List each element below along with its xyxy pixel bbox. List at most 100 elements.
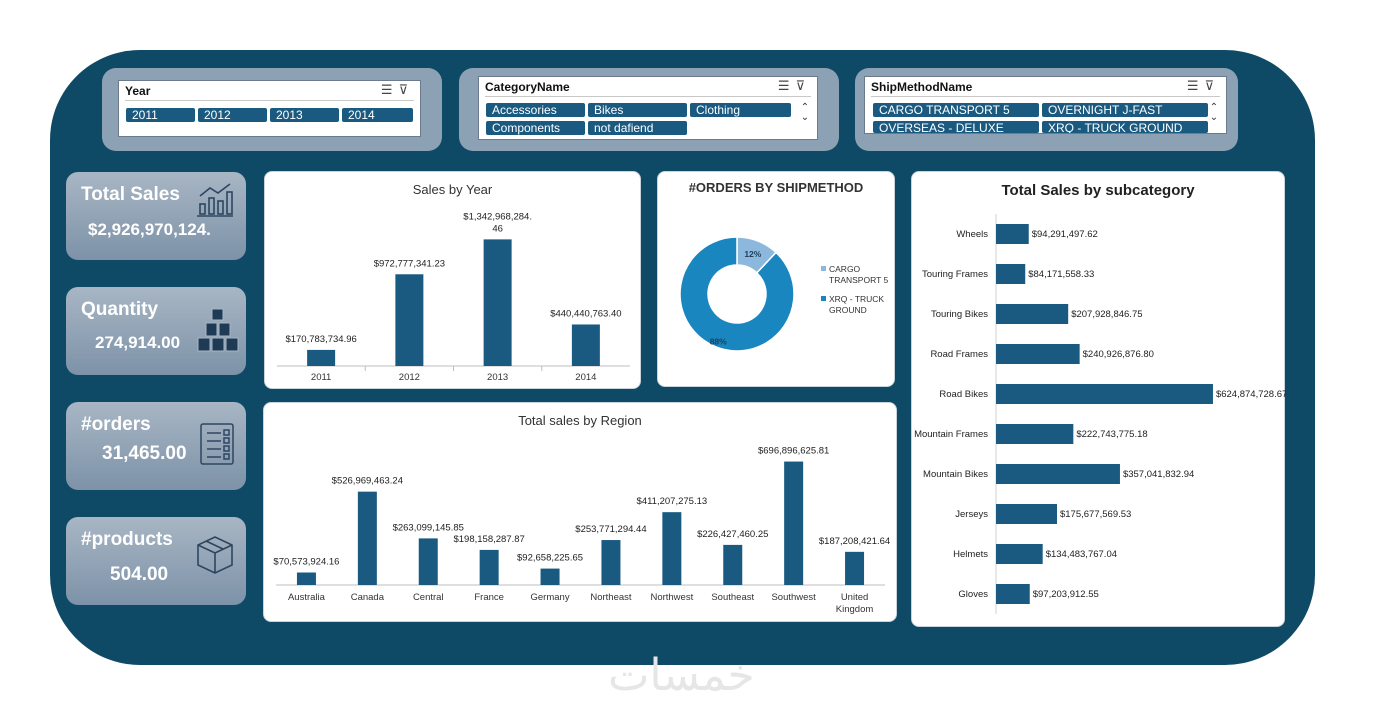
data-label: $222,743,775.18 (1076, 429, 1147, 440)
scroll-up-icon[interactable]: ⌃ (800, 102, 810, 113)
data-label: $240,926,876.80 (1083, 349, 1154, 360)
kpi-value: 274,914.00 (95, 333, 181, 352)
slicer-scrollbar[interactable]: ⌃ ⌄ (799, 103, 811, 123)
slicer-item-2014[interactable]: 2014 (342, 108, 413, 122)
sales-by-subcategory-panel: Total Sales by subcategory Wheels $94,291… (911, 171, 1286, 627)
slicer-item-overseas-deluxe[interactable]: OVERSEAS - DELUXE (873, 121, 1039, 133)
kpi-products: #products 504.00 (66, 517, 246, 605)
bar (996, 544, 1043, 564)
bar (996, 584, 1030, 604)
data-label: $187,208,421.64 (819, 536, 890, 547)
kpi-total-sales: Total Sales $2,926,970,124. (66, 172, 246, 260)
slicer-item-overnight-j-fast[interactable]: OVERNIGHT J-FAST (1042, 103, 1208, 117)
bar (996, 304, 1069, 324)
tick-label: 2011 (311, 372, 331, 383)
data-label: $134,483,767.04 (1046, 549, 1117, 560)
bar (357, 491, 377, 585)
slicer-item-2012[interactable]: 2012 (198, 108, 267, 122)
scroll-up-icon[interactable]: ⌃ (1209, 102, 1219, 113)
slicer-item-xrq-truck-ground[interactable]: XRQ - TRUCK GROUND (1042, 121, 1208, 133)
chart-title: Total Sales by subcategory (1001, 182, 1195, 199)
scroll-down-icon[interactable]: ⌄ (1209, 112, 1219, 123)
scroll-down-icon[interactable]: ⌄ (800, 112, 810, 123)
tick-label: 2012 (399, 372, 420, 383)
slicer-item-accessories[interactable]: Accessories (486, 103, 585, 117)
slicer-item-bikes[interactable]: Bikes (588, 103, 687, 117)
slicer-divider (871, 96, 1220, 97)
sales-by-region-panel: Total sales by Region $70,573,924.16 Aust… (263, 402, 897, 622)
kpi-quantity: Quantity 274,914.00 (66, 287, 246, 375)
slicer-scrollbar[interactable]: ⌃ ⌄ (1208, 103, 1220, 123)
legend-label: TRANSPORT 5 (829, 275, 888, 285)
chart-title: #ORDERS BY SHIPMETHOD (688, 180, 864, 195)
data-label: $624,874,728.67 (1216, 389, 1286, 400)
tick-label: Mountain Frames (914, 429, 988, 440)
clear-filter-icon[interactable]: ⊽ (398, 83, 414, 98)
chart-title: Sales by Year (412, 182, 493, 197)
data-label: $70,573,924.16 (273, 556, 339, 567)
data-label: $198,158,287.87 (453, 534, 524, 545)
bar (996, 264, 1026, 284)
tick-label: Jerseys (955, 509, 988, 520)
slice-label: 88% (710, 336, 727, 346)
tick-label: Mountain Bikes (923, 469, 988, 480)
bar (996, 464, 1120, 484)
sales-by-region-chart: $70,573,924.16 Australia $526,969,463.24 Ca… (273, 446, 890, 615)
bar (307, 349, 336, 366)
data-label: $175,677,569.53 (1060, 509, 1131, 520)
bar (662, 512, 682, 585)
data-label: $84,171,558.33 (1028, 269, 1094, 280)
bar (784, 461, 804, 585)
slicer-item-2011[interactable]: 2011 (126, 108, 195, 122)
tick-label: Northeast (590, 592, 632, 603)
bar (479, 549, 499, 585)
kpi-value: 504.00 (110, 564, 169, 585)
multi-select-icon[interactable]: ☰ (380, 83, 399, 98)
bar (395, 274, 424, 366)
tick-label: Germany (531, 592, 570, 603)
slicer-item-cargo-transport-5[interactable]: CARGO TRANSPORT 5 (873, 103, 1039, 117)
tick-label: United (841, 592, 868, 603)
kpi-title: #products (81, 529, 173, 550)
bar (296, 572, 316, 585)
data-label: $226,427,460.25 (697, 529, 768, 540)
tick-label: Canada (351, 592, 385, 603)
slicer-item-2013[interactable]: 2013 (270, 108, 339, 122)
bar (418, 538, 438, 585)
legend-swatch (821, 296, 826, 301)
data-label: $526,969,463.24 (332, 476, 403, 487)
tick-label: Helmets (953, 549, 988, 560)
boxes-icon (197, 308, 239, 352)
bar (996, 384, 1213, 404)
kpi-title: #orders (81, 414, 151, 435)
data-label: $97,203,912.55 (1033, 589, 1099, 600)
tick-label: Gloves (958, 589, 988, 600)
tick-label: Kingdom (836, 604, 874, 615)
package-icon (197, 536, 233, 574)
donut-slice (679, 236, 795, 352)
chart-growth-icon (197, 183, 233, 217)
watermark-logo: خمسات (608, 650, 755, 701)
shipmethod-slicer: ShipMethodName ☰⊽ CARGO TRANSPORT 5 OVER… (864, 76, 1227, 134)
multi-select-icon[interactable]: ☰ (777, 79, 796, 94)
slicer-item-not-dafiend[interactable]: not dafiend (588, 121, 687, 135)
slicer-item-components[interactable]: Components (486, 121, 585, 135)
slicer-item-clothing[interactable]: Clothing (690, 103, 791, 117)
orders-by-shipmethod-panel: #ORDERS BY SHIPMETHOD 12% 88% CARGO TRANSPO… (657, 171, 895, 387)
data-label: $411,207,275.13 (637, 496, 708, 507)
slicer-divider (485, 96, 811, 97)
data-label: 46 (492, 223, 503, 234)
kpi-title: Quantity (81, 299, 159, 320)
bar (996, 424, 1074, 444)
tick-label: Australia (288, 592, 326, 603)
tick-label: Road Bikes (939, 389, 988, 400)
multi-select-icon[interactable]: ☰ (1186, 79, 1205, 94)
clear-filter-icon[interactable]: ⊽ (795, 79, 811, 94)
data-label: $1,342,968,284. (463, 211, 532, 222)
clear-filter-icon[interactable]: ⊽ (1204, 79, 1220, 94)
sales-by-year-chart: $170,783,734.96 2011 $972,777,341.23 2012 $1… (277, 211, 630, 383)
data-label: $263,099,145.85 (393, 522, 464, 533)
tick-label: France (474, 592, 504, 603)
bar (483, 239, 512, 366)
